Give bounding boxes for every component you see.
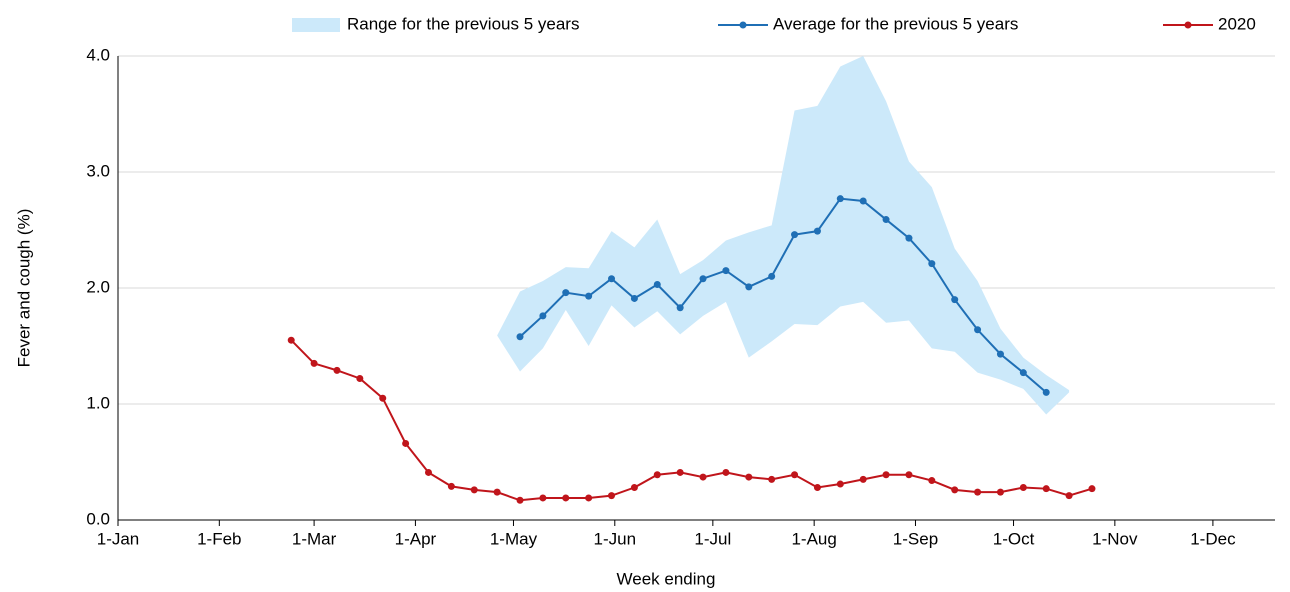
- x-tick-label: 1-May: [490, 529, 538, 548]
- data-point: [836, 195, 844, 203]
- data-point: [653, 471, 661, 479]
- legend-swatch: [739, 21, 747, 29]
- x-tick-label: 1-Mar: [292, 529, 337, 548]
- data-point: [1088, 485, 1096, 493]
- data-point: [676, 304, 684, 312]
- x-tick-label: 1-Nov: [1092, 529, 1138, 548]
- data-point: [996, 350, 1004, 358]
- x-tick-label: 1-Apr: [395, 529, 437, 548]
- data-point: [608, 492, 616, 500]
- x-tick-label: 1-Jun: [594, 529, 637, 548]
- data-point: [630, 294, 638, 302]
- data-point: [859, 475, 867, 483]
- data-point: [539, 312, 547, 320]
- data-point: [974, 488, 982, 496]
- data-point: [768, 475, 776, 483]
- data-point: [836, 480, 844, 488]
- data-point: [813, 484, 821, 492]
- data-point: [608, 275, 616, 283]
- data-point: [447, 482, 455, 490]
- y-tick-label: 2.0: [86, 277, 110, 296]
- data-point: [768, 272, 776, 280]
- data-point: [676, 468, 684, 476]
- x-tick-label: 1-Sep: [893, 529, 938, 548]
- y-tick-label: 1.0: [86, 393, 110, 412]
- data-point: [539, 494, 547, 502]
- data-point: [974, 326, 982, 334]
- data-point: [1042, 388, 1050, 396]
- data-point: [722, 468, 730, 476]
- data-point: [493, 488, 501, 496]
- data-point: [379, 394, 387, 402]
- data-point: [516, 333, 524, 341]
- data-point: [516, 496, 524, 504]
- data-point: [951, 296, 959, 304]
- data-point: [745, 473, 753, 481]
- y-axis-label: Fever and cough (%): [14, 209, 33, 368]
- x-tick-label: 1-Jul: [694, 529, 731, 548]
- data-point: [722, 267, 730, 275]
- data-point: [402, 439, 410, 447]
- data-point: [882, 216, 890, 224]
- data-point: [859, 197, 867, 205]
- data-point: [1065, 492, 1073, 500]
- x-tick-label: 1-Jan: [97, 529, 140, 548]
- data-point: [905, 234, 913, 242]
- data-point: [928, 477, 936, 485]
- series-line: [519, 197, 1047, 394]
- legend-label: Average for the previous 5 years: [773, 14, 1018, 33]
- x-tick-label: 1-Dec: [1190, 529, 1236, 548]
- x-axis-label: Week ending: [617, 569, 716, 588]
- data-point: [813, 227, 821, 235]
- data-point: [745, 283, 753, 291]
- range-area: [497, 56, 1070, 415]
- data-point: [562, 494, 570, 502]
- data-point: [699, 275, 707, 283]
- data-point: [996, 488, 1004, 496]
- data-point: [653, 281, 661, 289]
- x-tick-label: 1-Feb: [197, 529, 241, 548]
- data-point: [630, 484, 638, 492]
- data-point: [470, 486, 478, 494]
- data-point: [951, 486, 959, 494]
- data-point: [356, 374, 364, 382]
- data-point: [1042, 485, 1050, 493]
- legend-swatch: [292, 18, 340, 32]
- legend-swatch: [1184, 21, 1192, 29]
- data-point: [1019, 484, 1027, 492]
- x-tick-label: 1-Aug: [791, 529, 836, 548]
- x-tick-label: 1-Oct: [993, 529, 1035, 548]
- series-line: [290, 339, 1093, 502]
- data-point: [562, 289, 570, 297]
- data-point: [928, 260, 936, 268]
- data-point: [791, 471, 799, 479]
- y-tick-label: 0.0: [86, 509, 110, 528]
- data-point: [882, 471, 890, 479]
- legend-label: Range for the previous 5 years: [347, 14, 579, 33]
- data-point: [699, 473, 707, 481]
- y-tick-label: 3.0: [86, 161, 110, 180]
- data-point: [585, 292, 593, 300]
- data-point: [287, 336, 295, 344]
- data-point: [585, 494, 593, 502]
- data-point: [1019, 369, 1027, 377]
- data-point: [905, 471, 913, 479]
- y-tick-label: 4.0: [86, 45, 110, 64]
- data-point: [333, 366, 341, 374]
- legend-label: 2020: [1218, 14, 1256, 33]
- data-point: [310, 359, 318, 367]
- data-point: [424, 468, 432, 476]
- data-point: [791, 231, 799, 239]
